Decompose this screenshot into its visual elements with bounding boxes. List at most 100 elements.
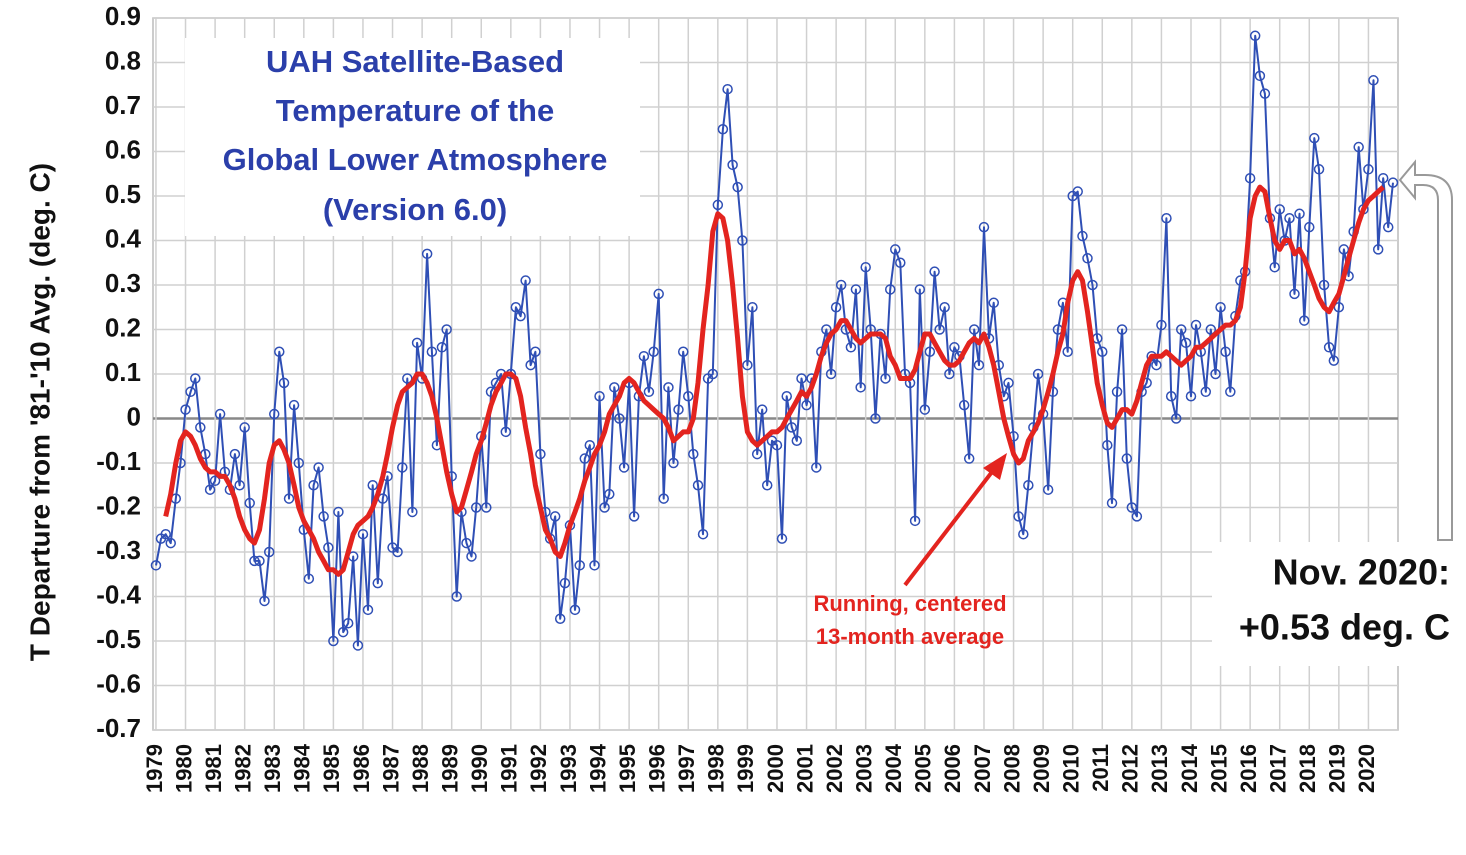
x-tick-label: 1986 xyxy=(349,744,374,793)
data-point xyxy=(1042,484,1054,495)
data-point xyxy=(1269,261,1280,273)
data-point xyxy=(756,404,768,415)
data-point xyxy=(589,560,600,571)
data-point xyxy=(1013,511,1024,522)
x-tick-label: 2019 xyxy=(1325,744,1350,793)
series-line xyxy=(163,184,1385,577)
data-point xyxy=(973,359,985,371)
data-point xyxy=(1102,439,1113,451)
data-point xyxy=(658,493,669,504)
x-tick-label: 1981 xyxy=(201,744,226,793)
data-point xyxy=(411,337,423,349)
data-point xyxy=(520,275,531,286)
data-point xyxy=(190,373,201,384)
data-point xyxy=(525,359,536,371)
y-tick-label: 0.5 xyxy=(105,179,141,209)
x-tick-label: 1982 xyxy=(230,744,255,793)
data-point xyxy=(530,346,541,357)
x-tick-label: 1994 xyxy=(585,743,610,793)
data-point xyxy=(1377,172,1389,184)
data-point xyxy=(825,368,837,380)
data-point xyxy=(160,528,171,540)
x-tick-label: 2002 xyxy=(822,744,847,793)
x-tick-label: 1992 xyxy=(526,744,551,793)
data-point xyxy=(1126,502,1138,513)
data-point xyxy=(751,448,763,460)
data-point xyxy=(263,546,275,558)
data-point xyxy=(761,480,773,491)
y-tick-label: 0.2 xyxy=(105,312,141,342)
data-point xyxy=(1087,279,1098,291)
data-point xyxy=(988,297,999,309)
data-point xyxy=(796,373,807,384)
data-point xyxy=(367,480,378,491)
x-tick-label: 1999 xyxy=(733,744,758,793)
data-point xyxy=(1156,319,1167,331)
data-point xyxy=(604,488,615,500)
data-point xyxy=(722,83,733,95)
data-point xyxy=(549,511,561,522)
data-point xyxy=(150,560,162,571)
data-point xyxy=(1259,88,1271,99)
x-tick-label: 2017 xyxy=(1266,744,1291,793)
data-point xyxy=(554,613,566,624)
data-point xyxy=(165,537,176,549)
data-point xyxy=(402,373,413,384)
y-tick-label: -0.5 xyxy=(96,624,141,654)
data-point xyxy=(683,391,694,402)
y-tick-label: 0.1 xyxy=(105,357,141,387)
x-tick-label: 1987 xyxy=(378,744,403,793)
x-tick-label: 2009 xyxy=(1029,744,1054,793)
data-point xyxy=(1299,315,1310,326)
data-point xyxy=(860,261,871,273)
data-point xyxy=(362,604,374,616)
data-point xyxy=(500,426,512,438)
y-tick-label: 0.4 xyxy=(105,223,142,253)
x-tick-label: 2010 xyxy=(1059,744,1084,793)
x-tick-label: 2018 xyxy=(1295,744,1320,793)
data-point xyxy=(1170,413,1182,424)
data-point xyxy=(515,310,526,322)
data-point xyxy=(328,635,339,647)
data-point xyxy=(352,640,364,651)
data-point xyxy=(1106,497,1118,509)
data-point xyxy=(441,324,452,335)
data-point xyxy=(643,386,655,398)
data-point xyxy=(204,484,216,495)
data-point xyxy=(342,617,354,629)
callout-arrow xyxy=(1398,159,1453,541)
data-point xyxy=(1121,453,1133,464)
y-tick-label: -0.2 xyxy=(96,490,141,520)
data-point xyxy=(274,346,285,357)
data-point xyxy=(283,493,295,504)
annotation: 13-month average xyxy=(816,624,1004,649)
data-point xyxy=(1382,221,1394,233)
data-point xyxy=(180,404,191,415)
x-tick-label: 2000 xyxy=(763,744,788,793)
data-point xyxy=(628,511,640,522)
data-point xyxy=(481,502,492,513)
data-point xyxy=(890,244,901,255)
data-point xyxy=(229,448,241,460)
callout-box xyxy=(1212,542,1464,666)
x-tick-label: 1998 xyxy=(704,744,729,793)
annotation-arrow xyxy=(903,466,997,587)
data-point xyxy=(254,555,265,567)
x-tick-label: 1989 xyxy=(437,744,462,793)
data-point xyxy=(1175,324,1187,335)
data-point xyxy=(781,391,792,402)
data-point xyxy=(609,382,620,393)
data-point xyxy=(1072,186,1083,197)
data-point xyxy=(559,577,571,589)
x-tick-label: 1979 xyxy=(142,744,167,793)
data-point xyxy=(1116,324,1128,335)
data-point xyxy=(214,408,226,420)
data-point xyxy=(884,284,896,295)
data-point xyxy=(323,542,334,553)
data-point xyxy=(1294,208,1305,220)
y-tick-label: 0.6 xyxy=(105,134,141,164)
data-point xyxy=(673,404,684,415)
data-point xyxy=(845,342,857,353)
callout: +0.53 deg. C xyxy=(1239,607,1450,648)
data-point xyxy=(584,439,596,451)
